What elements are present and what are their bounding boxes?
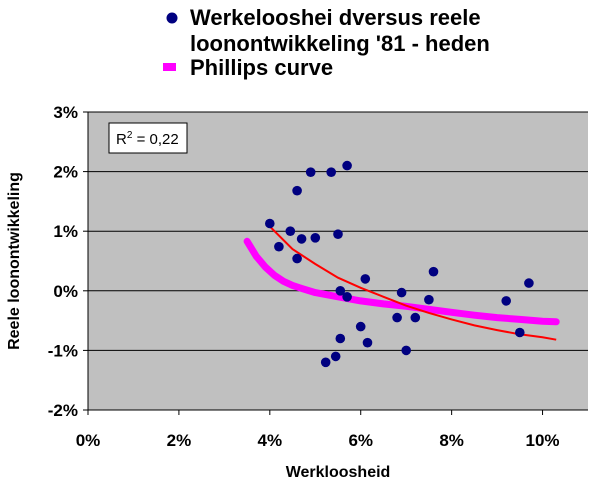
legend-marker-circle (166, 12, 178, 24)
legend-label-series-2: Phillips curve (190, 55, 333, 80)
data-point (296, 234, 307, 244)
x-axis-ticks: 0% 2% 4% 6% 8% 10% (76, 410, 560, 450)
data-point (360, 274, 371, 284)
plot-area (88, 112, 588, 410)
data-point (428, 266, 439, 277)
x-tick-label: 8% (439, 431, 464, 450)
y-axis-ticks: 3% 2% 1% 0% -1% -2% (48, 103, 88, 420)
data-point (355, 321, 366, 332)
data-point (392, 312, 402, 323)
data-point (396, 287, 407, 298)
data-point (265, 218, 275, 229)
r-squared-text: R2 = 0,22 (116, 130, 179, 148)
data-point (274, 241, 284, 252)
data-point (285, 226, 296, 236)
data-point (292, 185, 302, 196)
data-point (335, 286, 346, 296)
data-point (292, 253, 302, 264)
x-tick-label: 0% (76, 431, 101, 450)
data-point (524, 278, 534, 288)
data-point (342, 160, 352, 171)
data-point (333, 229, 343, 239)
data-point (320, 357, 331, 368)
data-point (501, 296, 512, 306)
phillips-curve-line (243, 237, 560, 326)
data-point (326, 167, 337, 177)
y-tick-label: 1% (53, 222, 78, 241)
legend: Werkelooshei dversus reele loonontwikkel… (163, 5, 490, 80)
scatter-points (265, 160, 534, 368)
data-point (335, 333, 346, 344)
legend-label-series-1: Werkelooshei dversus reele (190, 5, 481, 30)
data-point (515, 327, 525, 338)
data-point (401, 345, 412, 356)
legend-label-series-1-line2: loonontwikkeling '81 - heden (190, 31, 490, 56)
y-tick-label: 2% (53, 163, 78, 182)
data-point (410, 312, 421, 323)
legend-marker-square (163, 63, 176, 71)
y-axis-title: Reele loonontwikkeling (6, 172, 23, 350)
data-point (305, 167, 316, 177)
data-point (330, 351, 341, 362)
data-point (342, 292, 352, 302)
y-tick-label: 0% (53, 282, 78, 301)
r-squared-annotation: R2 = 0,22 (108, 122, 188, 154)
data-point (424, 294, 434, 305)
x-axis-title: Werkloosheid (286, 464, 391, 481)
y-tick-label: 3% (53, 103, 78, 122)
x-tick-label: 4% (258, 431, 283, 450)
data-point (310, 233, 321, 243)
y-tick-label: -1% (48, 341, 78, 360)
x-tick-label: 10% (526, 431, 560, 450)
data-point (362, 337, 373, 348)
x-tick-label: 6% (348, 431, 373, 450)
x-tick-label: 2% (167, 431, 192, 450)
y-tick-label: -2% (48, 401, 78, 420)
